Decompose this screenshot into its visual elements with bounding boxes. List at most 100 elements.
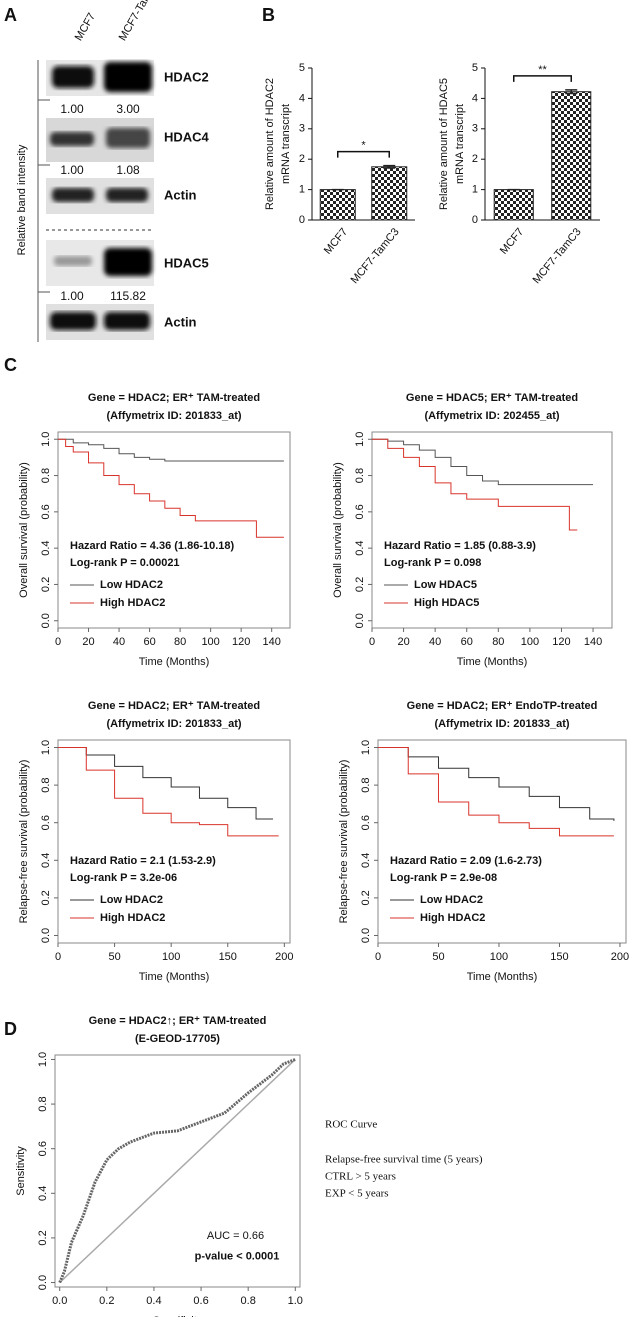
chart-title: Gene = HDAC2; ER⁺ EndoTP-treated: [407, 700, 598, 712]
y-tick-label: 0.8: [37, 1096, 49, 1111]
intensity: 1.08: [116, 163, 140, 177]
western-blot: MCF7 MCF7-TamC3 Relative band intensity …: [16, 0, 210, 342]
y-tick-label: 0.2: [40, 577, 52, 592]
legend-label: Low HDAC2: [420, 894, 483, 906]
y-tick-label: 0.6: [37, 1141, 49, 1156]
band: [52, 188, 94, 202]
y-tick-label: 1.0: [360, 740, 372, 755]
band: [104, 62, 152, 92]
y-tick-label: 0.0: [37, 1275, 49, 1290]
y-tick-label: 1: [299, 184, 305, 196]
y-tick-label: 0.4: [360, 853, 372, 868]
band: [50, 312, 96, 330]
survival-curve: [378, 747, 614, 837]
y-tick-label: 0.2: [40, 890, 52, 905]
note: Relapse-free survival time (5 years): [325, 1154, 483, 1166]
x-tick-label: 40: [429, 636, 441, 648]
y-tick-label: 0.2: [354, 577, 366, 592]
row-label: HDAC5: [164, 255, 209, 270]
significance-label: **: [538, 64, 547, 76]
y-tick-label: 0.0: [360, 928, 372, 943]
survival-curve: [58, 747, 274, 820]
x-tick-label: 0.4: [146, 1295, 161, 1307]
y-tick-label: 0.6: [40, 504, 52, 519]
row-label: HDAC2: [164, 69, 209, 84]
legend-label: High HDAC2: [100, 912, 165, 924]
band: [106, 128, 150, 148]
y-tick-label: 0: [299, 214, 305, 226]
significance-label: *: [361, 139, 366, 151]
x-tick-label: 0: [55, 951, 61, 963]
intensity: 3.00: [116, 102, 140, 116]
x-axis-label: Time (Months): [139, 656, 210, 668]
reference-line: [59, 1058, 296, 1284]
y-axis-label: Relapse-free survival (probability): [18, 760, 30, 924]
row-label: HDAC4: [164, 129, 210, 144]
annotation: Log-rank P = 2.9e-08: [390, 872, 497, 884]
legend-label: Low HDAC2: [100, 579, 163, 591]
y-tick-label: 0.8: [360, 777, 372, 792]
x-tick-label: 80: [492, 636, 504, 648]
x-axis-label: Time (Months): [467, 971, 538, 983]
x-tick-label: 100: [162, 951, 180, 963]
y-tick-label: 1.0: [40, 432, 52, 447]
intensity: 1.00: [60, 163, 84, 177]
chart-subtitle: (E-GEOD-17705): [135, 1033, 220, 1045]
survival-curve: [58, 747, 279, 837]
y-tick-label: 0.4: [40, 853, 52, 868]
chart-subtitle: (Affymetrix ID: 201833_at): [434, 718, 569, 730]
plot-frame: [57, 739, 291, 944]
y-tick-label: 0.6: [40, 815, 52, 830]
x-axis-label: Time (Months): [457, 656, 528, 668]
y-tick-label: 0.2: [37, 1230, 49, 1245]
x-tick-label: 80: [174, 636, 186, 648]
plot-frame: [54, 1054, 301, 1288]
annotation: Hazard Ratio = 4.36 (1.86-10.18): [70, 540, 234, 552]
chart-title: Gene = HDAC5; ER⁺ TAM-treated: [406, 392, 578, 404]
annotation: Log-rank P = 3.2e-06: [70, 872, 177, 884]
annotation: Hazard Ratio = 2.09 (1.6-2.73): [390, 855, 542, 867]
side-label: Relative band intensity: [16, 144, 28, 255]
y-tick-label: 0.4: [37, 1186, 49, 1201]
x-tick-label: 200: [611, 951, 629, 963]
legend-label: High HDAC2: [100, 597, 165, 609]
error-bar: [565, 89, 578, 95]
band: [104, 312, 150, 330]
bar: [551, 91, 592, 221]
y-tick-label: 4: [299, 92, 305, 104]
y-tick-label: 0.8: [40, 468, 52, 483]
y-tick-label: 0.0: [354, 613, 366, 628]
x-axis-label: Time (Months): [139, 971, 210, 983]
row-label: Actin: [164, 187, 197, 202]
x-tick-label: 0: [55, 636, 61, 648]
x-tick-label: 150: [219, 951, 237, 963]
intensity: 1.00: [60, 289, 84, 303]
annotation: Log-rank P = 0.098: [384, 557, 481, 569]
chart-title: Gene = HDAC2; ER⁺ TAM-treated: [88, 392, 260, 404]
x-tick-label: 20: [397, 636, 409, 648]
y-tick-label: 0.4: [354, 540, 366, 555]
significance-bracket: [337, 150, 390, 158]
x-tick-label: 120: [232, 636, 250, 648]
roc-curve: [58, 1058, 296, 1284]
annotation: Log-rank P = 0.00021: [70, 557, 180, 569]
x-tick-label: 0: [369, 636, 375, 648]
note: CTRL > 5 years: [325, 1171, 396, 1183]
y-tick-label: 1.0: [37, 1052, 49, 1067]
survival-curve: [378, 747, 615, 821]
intensity: 1.00: [60, 102, 84, 116]
y-tick-label: 0.6: [360, 815, 372, 830]
chart-subtitle: (Affymetrix ID: 201833_at): [106, 410, 241, 422]
plot-frame: [371, 431, 613, 629]
error-bar: [383, 164, 396, 169]
y-tick-label: 5: [299, 62, 305, 74]
y-tick-label: 2: [299, 153, 305, 165]
y-tick-label: 4: [472, 92, 478, 104]
x-tick-label: MCF7-TamC3: [349, 226, 402, 286]
x-tick-label: MCF7-TamC3: [531, 226, 584, 286]
x-axis-label: Specificity: [153, 1315, 203, 1317]
y-tick-label: 5: [472, 62, 478, 74]
annotation: Hazard Ratio = 1.85 (0.88-3.9): [384, 540, 536, 552]
survival-curve: [58, 438, 284, 462]
x-tick-label: 60: [143, 636, 155, 648]
